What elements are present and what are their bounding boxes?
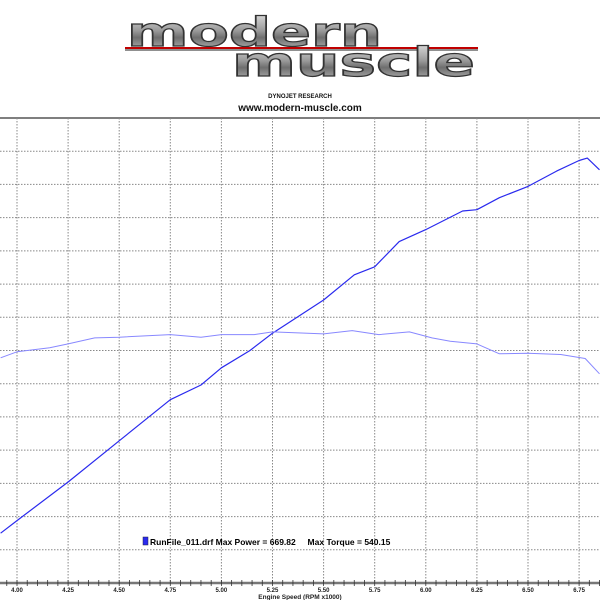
x-tick-label: 5.50 bbox=[318, 588, 330, 594]
x-tick-label: 5.00 bbox=[216, 588, 228, 594]
x-tick-label: 5.75 bbox=[369, 588, 381, 594]
power-curve bbox=[0, 157, 600, 534]
subtitle: DYNOJET RESEARCH bbox=[268, 94, 332, 100]
x-tick-label: 4.00 bbox=[11, 588, 23, 594]
x-axis-label: Engine Speed (RPM x1000) bbox=[258, 594, 341, 600]
x-tick-label: 6.50 bbox=[522, 588, 534, 594]
website-link[interactable]: www.modern-muscle.com bbox=[238, 103, 362, 114]
x-tick-label: 6.75 bbox=[573, 588, 585, 594]
x-tick-label: 5.25 bbox=[267, 588, 279, 594]
torque-curve bbox=[0, 330, 600, 375]
legend-text: RunFile_011.drf Max Power = 669.82 Max T… bbox=[150, 537, 391, 547]
x-tick-label: 6.00 bbox=[420, 588, 432, 594]
x-tick-label: 4.25 bbox=[62, 588, 74, 594]
logo-line2: muscle bbox=[232, 40, 475, 86]
modern-muscle-logo: modern muscle bbox=[125, 9, 478, 87]
x-tick-label: 6.25 bbox=[471, 588, 483, 594]
x-tick-label: 4.75 bbox=[164, 588, 176, 594]
x-tick-label: 4.50 bbox=[113, 588, 125, 594]
legend-swatch bbox=[142, 536, 149, 546]
